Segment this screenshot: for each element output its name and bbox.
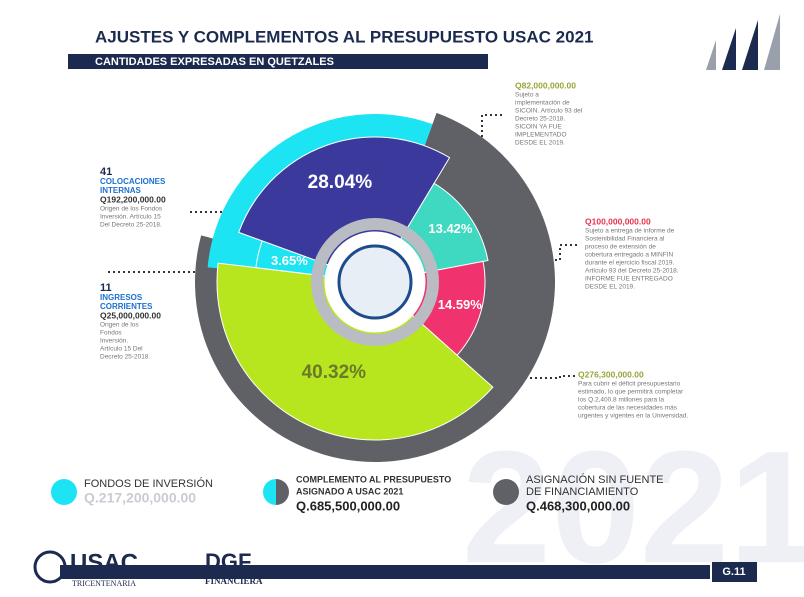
annotation-note: Fondos [100,330,122,337]
annotation-note: Artículo 15 Del [100,346,143,353]
annotation-note: INFORME FUE ENTREGADO [585,276,673,283]
corner-bars [706,14,780,70]
dgf-logo: DGF [205,549,251,574]
annotation-amount: Q192,200,000.00 [100,194,166,204]
footer-bar [60,565,710,579]
usac-sub: TRICENTENARIA [72,579,136,588]
page-box [712,562,757,582]
slice-label: 14.59% [438,297,483,312]
legend-label: ASIGNADO A USAC 2021 [296,486,403,496]
annotation-label: INGRESOS [100,293,143,302]
legend-swatch [493,479,519,505]
separator [167,566,171,578]
annotation-amount: Q100,000,000.00 [585,216,651,226]
annotation-note: cobertura de las necesidades más [578,405,678,412]
title: AJUSTES Y COMPLEMENTOS AL PRESUPUESTO US… [95,27,594,46]
subtitle: CANTIDADES EXPRESADAS EN QUETZALES [95,56,334,68]
annotation-label: COLOCACIONES [100,177,166,186]
pie: 28.04% 13.42% 14.59% 40.32% 3.65% [194,112,555,463]
annotation-note: Sostenibilidad Financiera al [585,236,665,243]
legend-label: ASIGNACIÓN SIN FUENTE [526,473,664,486]
annotation-note: urgentes y vigentes en la Universidad. [578,413,688,420]
slice-label: 40.32% [302,362,367,383]
annotation-note: estimado, lo que permitirá completar [578,389,684,396]
slice [255,240,329,277]
annotation-note: Origen de los [100,322,139,329]
legend-label: COMPLEMENTO AL PRESUPUESTO [296,474,451,484]
legend-label: DE FINANCIAMIENTO [526,486,639,498]
annotation-note: Para cubrir el déficit presupuestario [578,381,681,388]
annotation-amount: Q276,300,000.00 [578,369,644,379]
annotation-amount: Q82,000,000.00 [515,80,576,90]
annotation-note: implementación de [515,100,570,107]
legend-swatch [51,479,77,505]
annotation-amount: Q25,000,000.00 [100,310,161,320]
slice-label: 3.65% [271,253,308,268]
usac-seal [33,550,67,584]
annotation-note: durante el ejercicio fiscal 2019. [585,260,674,267]
seal [337,244,413,320]
annotation-note: Decreto 25-2018. [100,354,150,361]
annotation-note: cobertura entregado a MINFIN [585,252,673,259]
annotation-note: SICOIN. Artículo 93 del [515,108,583,115]
usac-logo: USAC [70,549,138,576]
legend-swatch [263,479,276,505]
annotation-note: Inversión. [100,338,128,345]
annotation-note: los Q.2,400.8 millones para la [578,397,664,404]
annotation-note: DESDE EL 2019. [585,284,635,291]
annotation-note: DESDE EL 2019. [515,140,565,147]
annotation-note: Artículo 93 del Decreto 25-2018. [585,268,679,275]
dgf-sub: FINANCIERA [205,576,263,586]
annotation-count: 11 [100,282,112,294]
annotation-note: proceso de extensión de [585,244,656,251]
subtitle-band [68,54,488,69]
annotation-note: Sujeto a [515,92,539,99]
page-number: G.11 [722,566,745,578]
legend-amount: Q.468,300,000.00 [526,498,630,513]
legend-swatch [276,479,289,505]
annotation-note: Inversión. Artículo 15 [100,214,161,221]
annotation-note: Sujeto a entrega de informe de [585,228,675,235]
annotation-note: Del Decreto 25-2018. [100,222,162,229]
annotation-label: INTERNAS [100,186,142,195]
annotation-note: Decreto 25-2018. [515,116,565,123]
annotation-note: IMPLEMENTADO [515,132,567,139]
annotation-label: CORRIENTES [100,302,153,311]
legend-amount: Q.217,200,000.00 [84,490,196,506]
legend-amount: Q.685,500,000.00 [296,498,400,513]
annotation-count: 41 [100,166,112,178]
slice-label: 13.42% [428,221,473,236]
slice [216,262,494,441]
slice-label: 28.04% [308,172,373,193]
center-ring [311,218,439,346]
legend-label: FONDOS DE INVERSIÓN [84,477,213,490]
annotation-note: SICOIN YA FUE [515,124,562,131]
annotation-note: Origen de los Fondos [100,206,163,213]
